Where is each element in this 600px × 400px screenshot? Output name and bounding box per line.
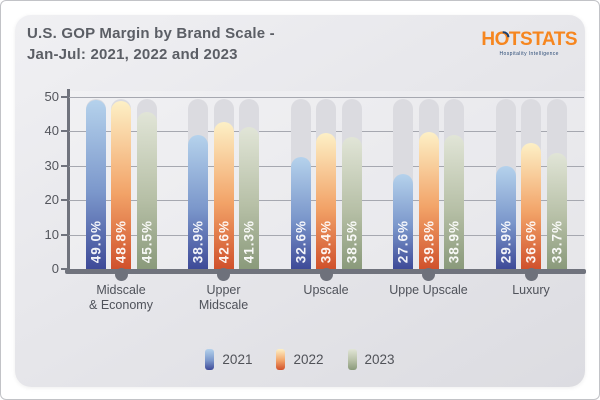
bar-2021-midscale-economy: 49.0% — [85, 100, 106, 269]
logo-tagline: Hospitality Intelligence — [499, 51, 559, 57]
y-tick-label-20: 20 — [44, 192, 59, 208]
bar-value-label: 41.3% — [241, 219, 257, 263]
bar-2023-uppe-upscale: 38.9% — [444, 135, 464, 269]
chart-title-line1: U.S. GOP Margin by Brand Scale - — [27, 25, 275, 42]
y-tick-label-0: 0 — [51, 261, 59, 276]
category-marker-dot — [422, 268, 435, 281]
legend-item-2021: 2021 — [205, 349, 252, 370]
bar-value-label: 48.8% — [113, 219, 129, 263]
bar-2023-upscale: 38.5% — [341, 136, 362, 269]
category-marker-dot — [114, 268, 128, 281]
legend-label-2022: 2022 — [293, 352, 324, 367]
y-axis-tick-40 — [61, 130, 67, 133]
legend-item-2022: 2022 — [276, 349, 324, 370]
bar-value-label: 38.9% — [190, 219, 206, 263]
gridline-50 — [69, 97, 584, 98]
chart-legend: 2021 2022 2023 — [15, 349, 585, 370]
bar-2023-luxury: 33.7% — [546, 153, 567, 269]
logo-letters-rest: TSTATS — [508, 29, 578, 50]
bar-2022-midscale-economy: 48.8% — [111, 101, 131, 269]
chart-card: U.S. GOP Margin by Brand Scale - Jan-Jul… — [15, 15, 586, 387]
logo-letter-h: H — [481, 29, 495, 50]
y-axis-line — [67, 89, 70, 269]
y-axis-tick-0 — [61, 268, 67, 270]
legend-item-2023: 2023 — [347, 349, 395, 370]
category-marker-dot — [319, 268, 333, 281]
bar-2022-uppe-upscale: 39.8% — [418, 132, 439, 269]
legend-swatch-2022 — [276, 349, 286, 370]
bar-value-label: 39.4% — [318, 219, 334, 263]
y-axis-tick-10 — [61, 233, 67, 236]
x-axis-label-3: Upscale — [303, 283, 348, 298]
bar-value-label: 27.6% — [395, 219, 411, 263]
hotstats-logo-text: HOTSTATS — [481, 30, 577, 50]
y-tick-label-40: 40 — [44, 123, 59, 139]
y-tick-label-10: 10 — [44, 226, 59, 242]
legend-label-2021: 2021 — [222, 352, 253, 367]
y-axis-tick-50 — [61, 96, 67, 98]
y-axis-tick-20 — [61, 199, 67, 202]
legend-label-2023: 2023 — [364, 352, 395, 367]
bar-2023-upper-midscale: 41.3% — [239, 126, 259, 269]
x-axis-label-2: Upper Midscale — [199, 283, 248, 313]
category-marker-dot — [217, 268, 230, 281]
bar-value-label: 29.9% — [498, 219, 513, 263]
category-marker-dot — [524, 268, 538, 281]
x-axis-label-line: Uppe Upscale — [389, 283, 468, 297]
bar-value-label: 36.6% — [523, 219, 539, 263]
bar-value-label: 38.9% — [446, 219, 462, 263]
logo-letter-o-with-arc-icon: O — [494, 29, 510, 50]
bar-value-label: 33.7% — [549, 219, 564, 263]
y-axis-tick-30 — [61, 164, 67, 167]
y-tick-label-30: 30 — [44, 157, 59, 173]
x-axis-label-line: Upscale — [303, 283, 349, 297]
bar-2022-luxury: 36.6% — [521, 143, 541, 269]
bar-value-label: 38.5% — [344, 219, 359, 263]
chart-title: U.S. GOP Margin by Brand Scale - Jan-Jul… — [27, 23, 275, 65]
y-tick-label-50: 50 — [44, 89, 59, 104]
bar-2021-upscale: 32.6% — [290, 156, 311, 269]
bar-value-label: 32.6% — [293, 219, 308, 263]
bar-2022-upscale: 39.4% — [316, 133, 336, 269]
x-axis-label-4: Uppe Upscale — [389, 283, 468, 298]
bar-2023-midscale-economy: 45.5% — [136, 112, 157, 269]
hotstats-logo: HOTSTATS Hospitality Intelligence — [481, 30, 577, 58]
bar-2021-luxury: 29.9% — [495, 166, 516, 269]
x-axis-label-line: Upper — [206, 283, 241, 297]
x-axis-label-line: Midscale — [198, 298, 249, 312]
bar-value-label: 49.0% — [88, 219, 103, 263]
legend-swatch-2023 — [347, 349, 357, 370]
bar-value-label: 39.8% — [421, 219, 436, 263]
bar-2022-upper-midscale: 42.6% — [213, 122, 234, 269]
bar-2021-upper-midscale: 38.9% — [188, 135, 208, 269]
chart-title-line2: Jan-Jul: 2021, 2022 and 2023 — [27, 46, 238, 63]
x-axis-label-5: Luxury — [512, 283, 550, 298]
x-axis-label-line: & Economy — [89, 298, 153, 312]
bar-value-label: 42.6% — [216, 219, 231, 263]
x-axis-label-1: Midscale & Economy — [89, 283, 153, 313]
x-axis-label-line: Midscale — [96, 283, 146, 297]
bar-2021-uppe-upscale: 27.6% — [393, 174, 413, 269]
x-axis-label-line: Luxury — [512, 283, 550, 297]
bar-value-label: 45.5% — [139, 219, 154, 263]
legend-swatch-2021 — [205, 349, 215, 370]
